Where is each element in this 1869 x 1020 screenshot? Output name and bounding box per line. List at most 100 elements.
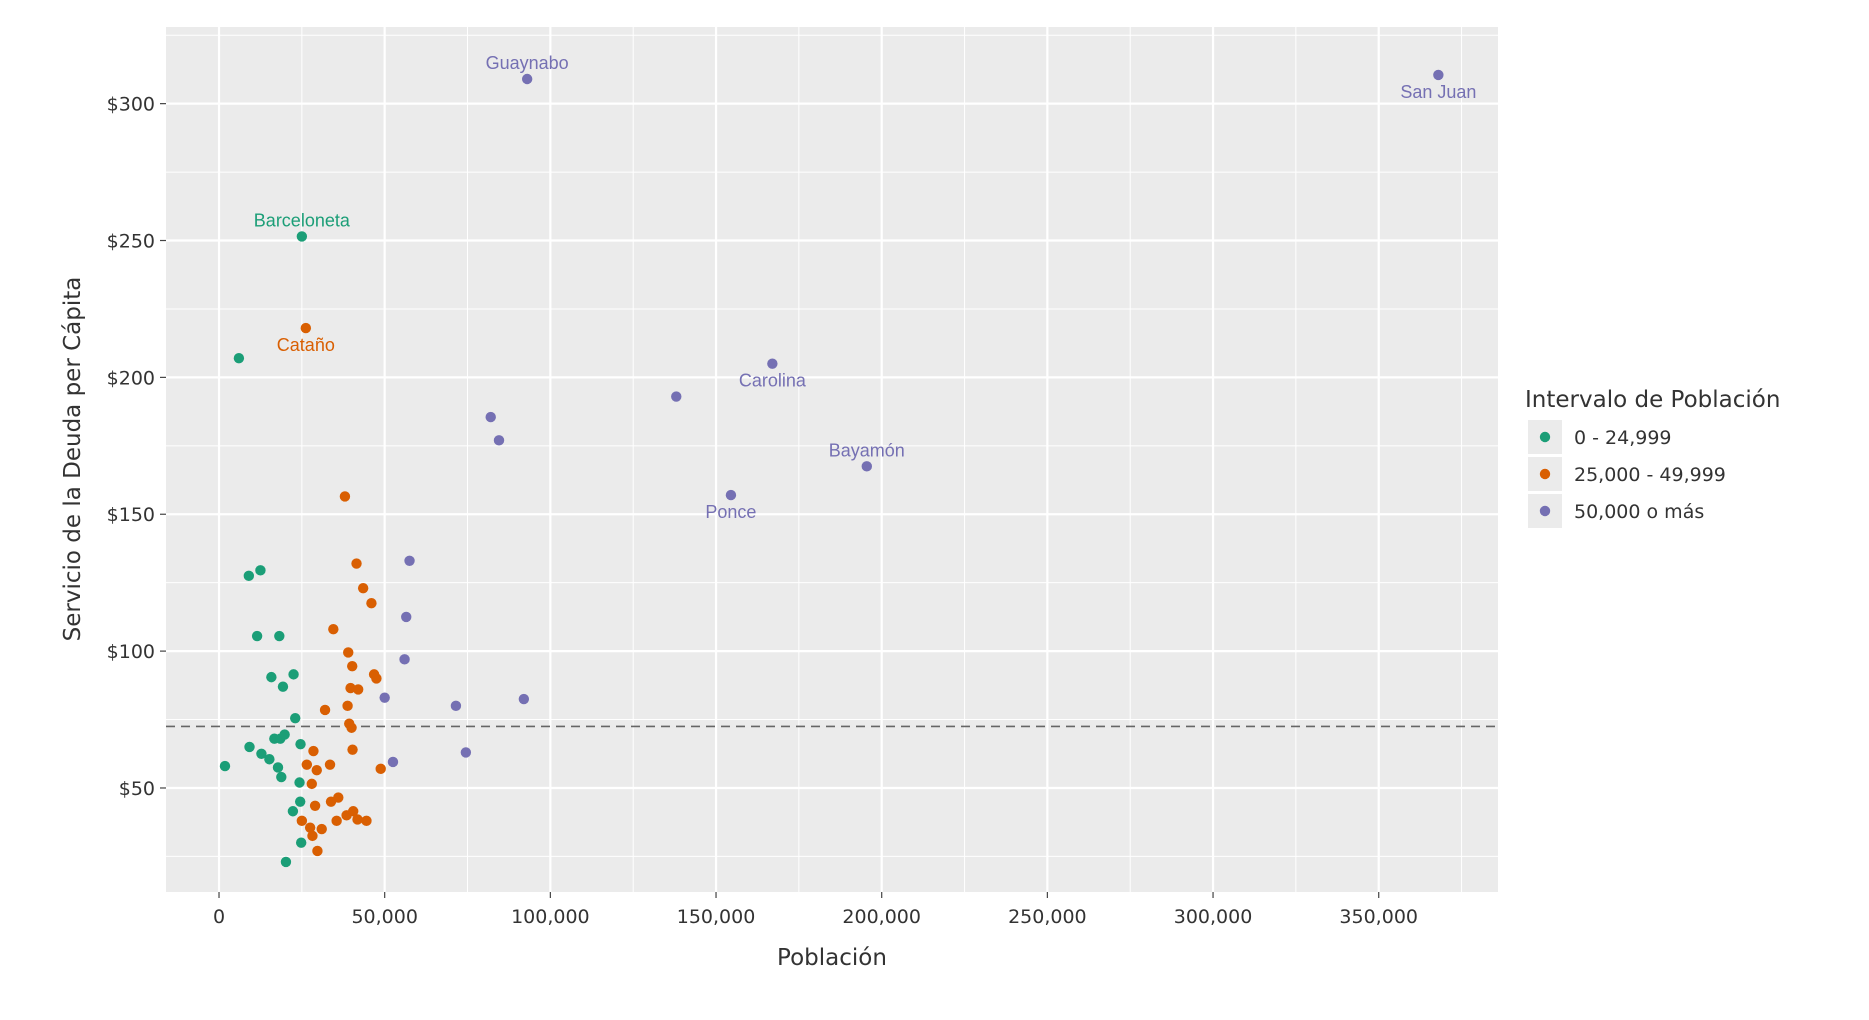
- y-axis-ticks: $50 $100 $150 $200 $250 $300: [107, 94, 166, 800]
- data-point: [379, 692, 390, 703]
- data-point: [485, 411, 496, 423]
- data-point: [460, 747, 472, 758]
- data-point: [244, 741, 255, 753]
- data-point: [361, 815, 372, 827]
- x-tick-label: 250,000: [1008, 906, 1087, 928]
- data-point: [277, 681, 289, 692]
- data-point: [274, 630, 285, 642]
- data-point: [319, 704, 331, 716]
- y-tick-label: $150: [107, 504, 155, 526]
- data-point: [295, 738, 306, 750]
- data-point: [296, 815, 308, 827]
- data-point: [301, 759, 313, 770]
- legend-swatch: [1539, 431, 1551, 443]
- x-tick-label: 0: [213, 906, 225, 928]
- x-tick-label: 200,000: [842, 906, 921, 928]
- data-point: [352, 684, 364, 695]
- data-point: [264, 754, 275, 765]
- data-point: [671, 391, 682, 402]
- legend-swatch: [1539, 468, 1551, 480]
- data-point: [219, 760, 231, 772]
- data-point: [328, 624, 339, 635]
- legend-swatch: [1539, 505, 1551, 517]
- data-point: [294, 777, 305, 788]
- data-point: [276, 771, 287, 783]
- data-point: [256, 748, 267, 759]
- x-tick-label: 300,000: [1174, 906, 1253, 928]
- x-tick-label: 50,000: [351, 906, 417, 928]
- data-point: [294, 796, 306, 807]
- point-annotation: Cataño: [277, 335, 335, 355]
- legend-items: 0 - 24,999 25,000 - 49,999 50,000 o más: [1528, 420, 1726, 528]
- x-tick-label: 100,000: [511, 906, 590, 928]
- data-point: [352, 814, 363, 825]
- point-annotation: Barceloneta: [254, 210, 351, 230]
- data-point: [493, 435, 505, 446]
- data-point: [311, 764, 322, 776]
- data-point: [351, 558, 362, 569]
- data-point: [387, 756, 399, 768]
- legend-label: 50,000 o más: [1574, 501, 1704, 523]
- data-point: [357, 582, 369, 594]
- data-point: [1433, 69, 1444, 81]
- data-point: [280, 856, 292, 868]
- data-point: [331, 815, 342, 827]
- y-tick-label: $300: [107, 94, 155, 116]
- y-tick-label: $50: [119, 778, 155, 800]
- data-point: [308, 745, 319, 757]
- data-point: [518, 693, 530, 705]
- grid-lines: [166, 27, 1498, 892]
- legend-title: Intervalo de Población: [1525, 387, 1780, 413]
- data-point: [304, 822, 316, 833]
- data-point: [307, 830, 318, 842]
- data-point: [287, 806, 299, 817]
- data-point: [233, 353, 245, 364]
- data-point: [296, 231, 308, 242]
- data-point: [279, 729, 290, 740]
- data-point: [339, 491, 351, 502]
- data-point: [333, 792, 344, 803]
- data-point: [404, 555, 415, 566]
- data-point: [251, 630, 263, 642]
- data-point: [243, 570, 255, 582]
- data-point: [300, 322, 312, 334]
- data-point: [401, 611, 412, 623]
- x-tick-label: 150,000: [677, 906, 756, 928]
- point-annotations: Guaynabo San Juan Barceloneta Cataño Carolin…: [254, 53, 1477, 522]
- data-point: [450, 700, 462, 712]
- data-point: [255, 565, 266, 576]
- legend-label: 0 - 24,999: [1574, 427, 1672, 449]
- data-point: [324, 759, 336, 770]
- point-annotation: Guaynabo: [486, 53, 569, 73]
- x-tick-label: 350,000: [1339, 906, 1418, 928]
- data-point: [347, 744, 358, 755]
- data-point: [347, 660, 358, 672]
- data-point: [346, 722, 357, 733]
- data-point: [521, 73, 533, 85]
- data-point: [312, 845, 323, 857]
- point-annotation: San Juan: [1400, 82, 1476, 102]
- data-point: [399, 654, 410, 665]
- data-point: [272, 762, 284, 773]
- data-point: [288, 669, 299, 680]
- data-point: [306, 778, 317, 790]
- legend-label: 25,000 - 49,999: [1574, 464, 1726, 486]
- y-tick-label: $200: [107, 367, 155, 389]
- data-points: [219, 69, 1444, 868]
- legend: Intervalo de Población 0 - 24,999 25,000 …: [1525, 387, 1780, 528]
- y-axis-title: Servicio de la Deuda per Cápita: [60, 277, 86, 642]
- data-point: [290, 712, 301, 724]
- data-point: [266, 671, 277, 683]
- x-axis-title: Población: [777, 945, 887, 971]
- plot-panel: [166, 27, 1498, 892]
- y-tick-label: $100: [107, 641, 155, 663]
- y-tick-label: $250: [107, 231, 155, 253]
- data-point: [767, 358, 778, 369]
- data-point: [295, 837, 307, 848]
- x-axis-ticks: 0 50,000 100,000 150,000 200,000 250,000 300,0…: [213, 892, 1418, 928]
- data-point: [371, 673, 382, 684]
- point-annotation: Carolina: [739, 371, 807, 391]
- data-point: [316, 823, 327, 835]
- data-point: [343, 647, 354, 658]
